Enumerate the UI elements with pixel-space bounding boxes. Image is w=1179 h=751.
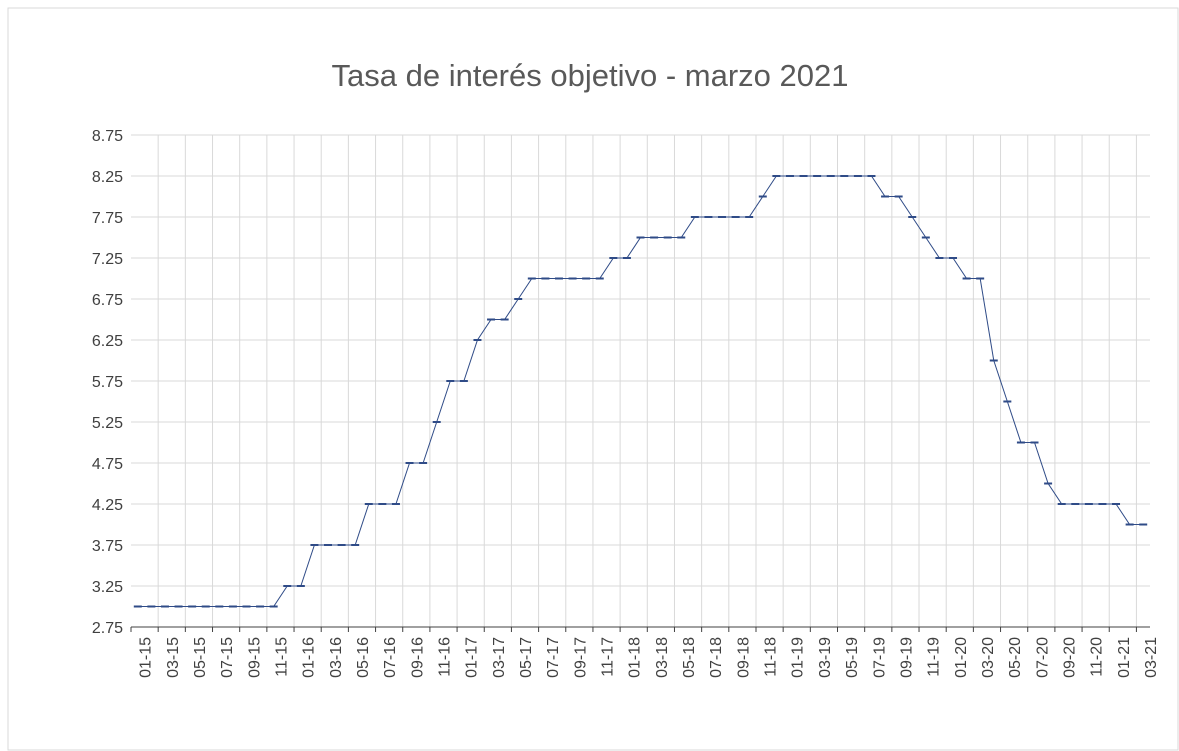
x-tick-label: 07-18 <box>708 637 725 678</box>
y-tick-label: 8.25 <box>92 169 123 186</box>
x-tick-label: 09-19 <box>898 637 915 678</box>
x-tick-label: 05-16 <box>355 637 372 678</box>
x-tick-label: 01-20 <box>953 637 970 678</box>
x-tick-label: 09-16 <box>409 637 426 678</box>
x-tick-label: 09-18 <box>735 637 752 678</box>
x-tick-label: 07-20 <box>1034 637 1051 678</box>
x-tick-label: 07-17 <box>545 637 562 678</box>
y-tick-label: 5.25 <box>92 415 123 432</box>
y-tick-label: 5.75 <box>92 374 123 391</box>
x-tick-label: 09-20 <box>1061 637 1078 678</box>
x-tick-label: 03-18 <box>654 637 671 678</box>
x-tick-label: 01-18 <box>627 637 644 678</box>
chart-title: Tasa de interés objetivo - marzo 2021 <box>332 58 849 93</box>
y-tick-label: 3.25 <box>92 579 123 596</box>
x-tick-label: 01-17 <box>464 637 481 678</box>
x-tick-label: 11-17 <box>600 637 617 677</box>
x-tick-label: 11-16 <box>436 637 453 677</box>
x-tick-label: 01-21 <box>1116 637 1133 678</box>
x-tick-label: 11-15 <box>273 637 290 677</box>
x-tick-label: 03-20 <box>980 637 997 678</box>
y-tick-label: 3.75 <box>92 538 123 555</box>
y-tick-label: 6.25 <box>92 333 123 350</box>
y-tick-label: 7.75 <box>92 210 123 227</box>
y-tick-label: 6.75 <box>92 292 123 309</box>
x-tick-label: 07-16 <box>382 637 399 678</box>
x-tick-label: 01-16 <box>301 637 318 678</box>
x-tick-label: 05-20 <box>1007 637 1024 678</box>
x-tick-label: 07-19 <box>871 637 888 678</box>
x-tick-label: 09-15 <box>246 637 263 678</box>
x-tick-label: 03-19 <box>817 637 834 678</box>
x-tick-label: 11-18 <box>763 637 780 677</box>
y-tick-label: 4.75 <box>92 456 123 473</box>
x-tick-label: 05-18 <box>681 637 698 678</box>
y-tick-label: 2.75 <box>92 620 123 637</box>
x-tick-label: 11-19 <box>926 637 943 677</box>
x-tick-label: 01-19 <box>790 637 807 678</box>
x-tick-label: 03-15 <box>165 637 182 678</box>
x-tick-label: 09-17 <box>572 637 589 678</box>
x-tick-label: 05-19 <box>844 637 861 678</box>
y-tick-label: 8.75 <box>92 128 123 145</box>
x-tick-label: 05-15 <box>192 637 209 678</box>
y-tick-label: 4.25 <box>92 497 123 514</box>
x-tick-label: 01-15 <box>138 637 155 678</box>
x-tick-label: 03-21 <box>1143 637 1160 678</box>
x-tick-label: 03-17 <box>491 637 508 678</box>
x-tick-label: 03-16 <box>328 637 345 678</box>
x-tick-label: 05-17 <box>518 637 535 678</box>
x-tick-label: 11-20 <box>1089 637 1106 677</box>
x-tick-label: 07-15 <box>219 637 236 678</box>
y-tick-label: 7.25 <box>92 251 123 268</box>
